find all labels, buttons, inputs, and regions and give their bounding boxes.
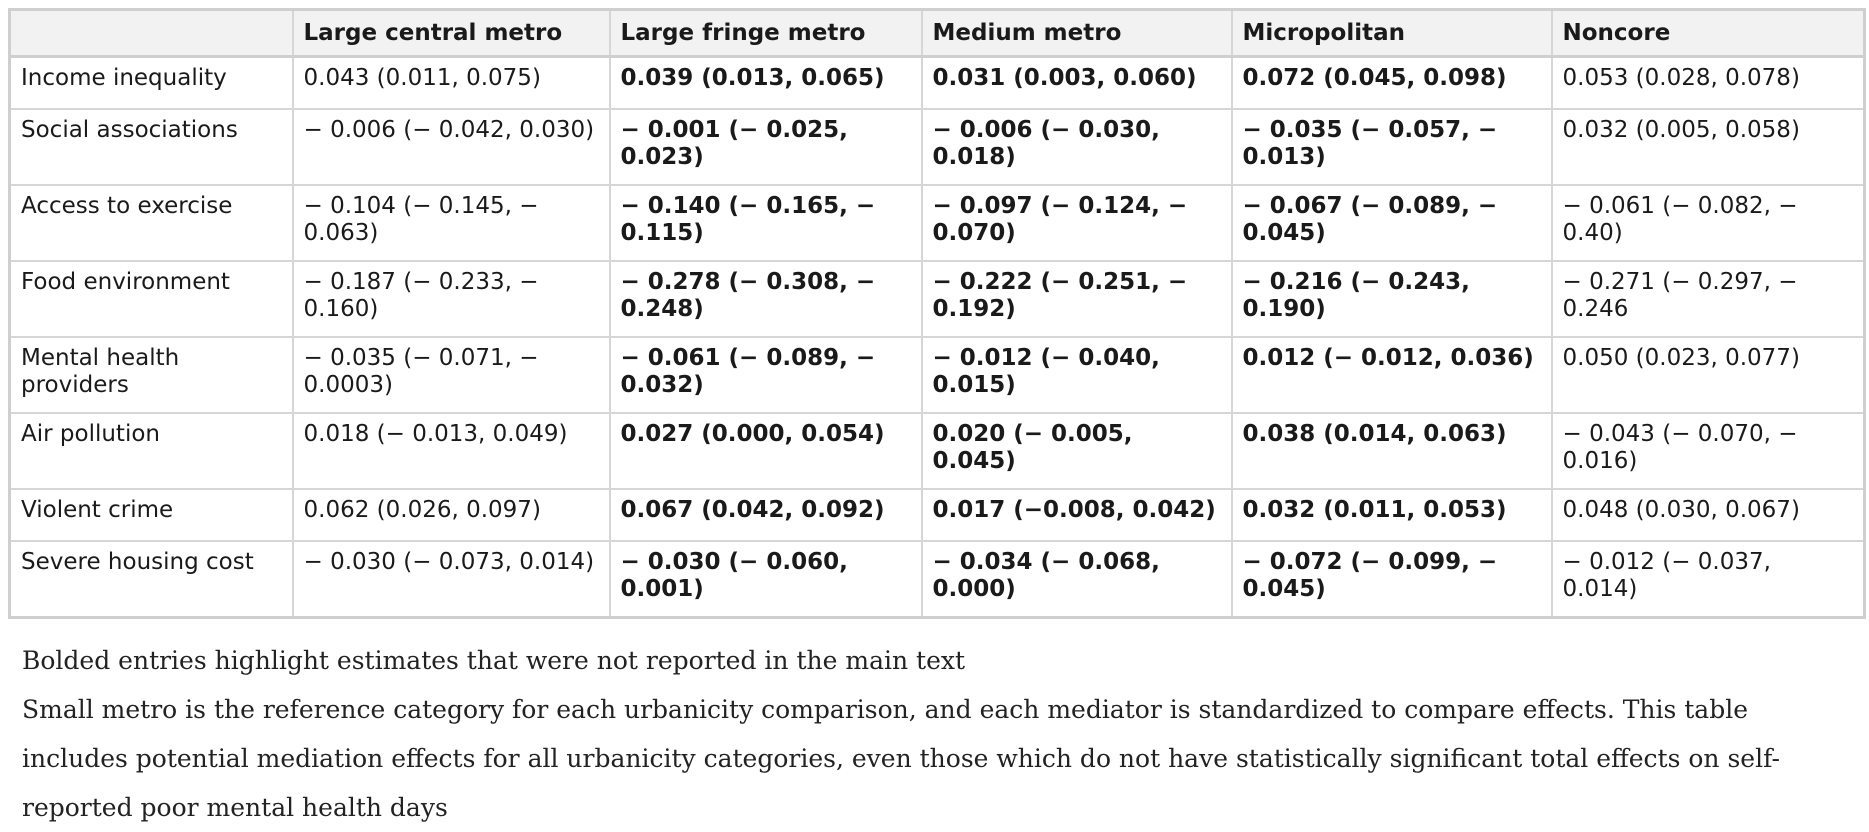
table-cell: 0.012 (− 0.012, 0.036) xyxy=(1230,336,1553,414)
table-cell: 0.067 (0.042, 0.092) xyxy=(608,488,923,542)
row-label: Mental health providers xyxy=(8,336,294,414)
table-row-violent-crime: Violent crime 0.062 (0.026, 0.097) 0.067… xyxy=(8,488,1866,542)
header-micropolitan: Micropolitan xyxy=(1230,8,1553,58)
table-cell: 0.048 (0.030, 0.067) xyxy=(1550,488,1866,542)
header-cell-blank xyxy=(8,8,294,58)
row-label: Access to exercise xyxy=(8,184,294,262)
table-cell: − 0.072 (− 0.099, − 0.045) xyxy=(1230,540,1553,619)
table-cell: − 0.001 (− 0.025, 0.023) xyxy=(608,108,923,186)
table-cell: 0.050 (0.023, 0.077) xyxy=(1550,336,1866,414)
row-label: Social associations xyxy=(8,108,294,186)
table-cell: − 0.097 (− 0.124, − 0.070) xyxy=(920,184,1233,262)
table-header-row: Large central metro Large fringe metro M… xyxy=(8,8,1866,58)
mediation-effects-table: Large central metro Large fringe metro M… xyxy=(8,8,1866,619)
table-cell: − 0.035 (− 0.057, − 0.013) xyxy=(1230,108,1553,186)
table-cell: − 0.187 (− 0.233, − 0.160) xyxy=(291,260,611,338)
table-cell: 0.032 (0.005, 0.058) xyxy=(1550,108,1866,186)
table-cell: − 0.035 (− 0.071, − 0.0003) xyxy=(291,336,611,414)
row-label: Violent crime xyxy=(8,488,294,542)
table-cell: − 0.140 (− 0.165, − 0.115) xyxy=(608,184,923,262)
table-row-air-pollution: Air pollution 0.018 (− 0.013, 0.049) 0.0… xyxy=(8,412,1866,490)
table-cell: − 0.006 (− 0.030, 0.018) xyxy=(920,108,1233,186)
table-row-mental-health-providers: Mental health providers − 0.035 (− 0.071… xyxy=(8,336,1866,414)
table-cell: − 0.104 (− 0.145, − 0.063) xyxy=(291,184,611,262)
footnote-bold-entries: Bolded entries highlight estimates that … xyxy=(22,646,966,675)
table-cell: 0.020 (− 0.005, 0.045) xyxy=(920,412,1233,490)
row-label: Food environment xyxy=(8,260,294,338)
table-cell: − 0.012 (− 0.037, 0.014) xyxy=(1550,540,1866,619)
table-cell: − 0.216 (− 0.243, 0.190) xyxy=(1230,260,1553,338)
header-large-central-metro: Large central metro xyxy=(291,8,611,58)
table-cell: − 0.271 (− 0.297, − 0.246 xyxy=(1550,260,1866,338)
header-noncore: Noncore xyxy=(1550,8,1866,58)
table-cell: 0.017 (−0.008, 0.042) xyxy=(920,488,1233,542)
footnote-reference-category: Small metro is the reference category fo… xyxy=(22,695,1780,822)
table-cell: − 0.030 (− 0.060, 0.001) xyxy=(608,540,923,619)
table-cell: − 0.067 (− 0.089, − 0.045) xyxy=(1230,184,1553,262)
table-footnotes: Bolded entries highlight estimates that … xyxy=(22,636,1842,832)
table-cell: − 0.012 (− 0.040, 0.015) xyxy=(920,336,1233,414)
table-row-income-inequality: Income inequality 0.043 (0.011, 0.075) 0… xyxy=(8,55,1866,110)
table-cell: − 0.006 (− 0.042, 0.030) xyxy=(291,108,611,186)
table-cell: − 0.222 (− 0.251, − 0.192) xyxy=(920,260,1233,338)
header-medium-metro: Medium metro xyxy=(920,8,1233,58)
row-label: Income inequality xyxy=(8,55,294,110)
table-cell: 0.043 (0.011, 0.075) xyxy=(291,55,611,110)
table-cell: 0.027 (0.000, 0.054) xyxy=(608,412,923,490)
table-row-social-associations: Social associations − 0.006 (− 0.042, 0.… xyxy=(8,108,1866,186)
mediation-table-container: Large central metro Large fringe metro M… xyxy=(8,8,1866,619)
table-cell: − 0.061 (− 0.082, − 0.40) xyxy=(1550,184,1866,262)
header-large-fringe-metro: Large fringe metro xyxy=(608,8,923,58)
table-cell: 0.062 (0.026, 0.097) xyxy=(291,488,611,542)
table-row-severe-housing-cost: Severe housing cost − 0.030 (− 0.073, 0.… xyxy=(8,540,1866,619)
table-cell: 0.031 (0.003, 0.060) xyxy=(920,55,1233,110)
table-cell: − 0.061 (− 0.089, − 0.032) xyxy=(608,336,923,414)
table-row-access-to-exercise: Access to exercise − 0.104 (− 0.145, − 0… xyxy=(8,184,1866,262)
table-cell: − 0.278 (− 0.308, − 0.248) xyxy=(608,260,923,338)
table-cell: 0.032 (0.011, 0.053) xyxy=(1230,488,1553,542)
table-cell: 0.053 (0.028, 0.078) xyxy=(1550,55,1866,110)
table-cell: − 0.043 (− 0.070, − 0.016) xyxy=(1550,412,1866,490)
table-cell: 0.039 (0.013, 0.065) xyxy=(608,55,923,110)
table-cell: 0.038 (0.014, 0.063) xyxy=(1230,412,1553,490)
table-cell: − 0.034 (− 0.068, 0.000) xyxy=(920,540,1233,619)
row-label: Severe housing cost xyxy=(8,540,294,619)
table-row-food-environment: Food environment − 0.187 (− 0.233, − 0.1… xyxy=(8,260,1866,338)
table-cell: − 0.030 (− 0.073, 0.014) xyxy=(291,540,611,619)
table-cell: 0.018 (− 0.013, 0.049) xyxy=(291,412,611,490)
row-label: Air pollution xyxy=(8,412,294,490)
table-cell: 0.072 (0.045, 0.098) xyxy=(1230,55,1553,110)
